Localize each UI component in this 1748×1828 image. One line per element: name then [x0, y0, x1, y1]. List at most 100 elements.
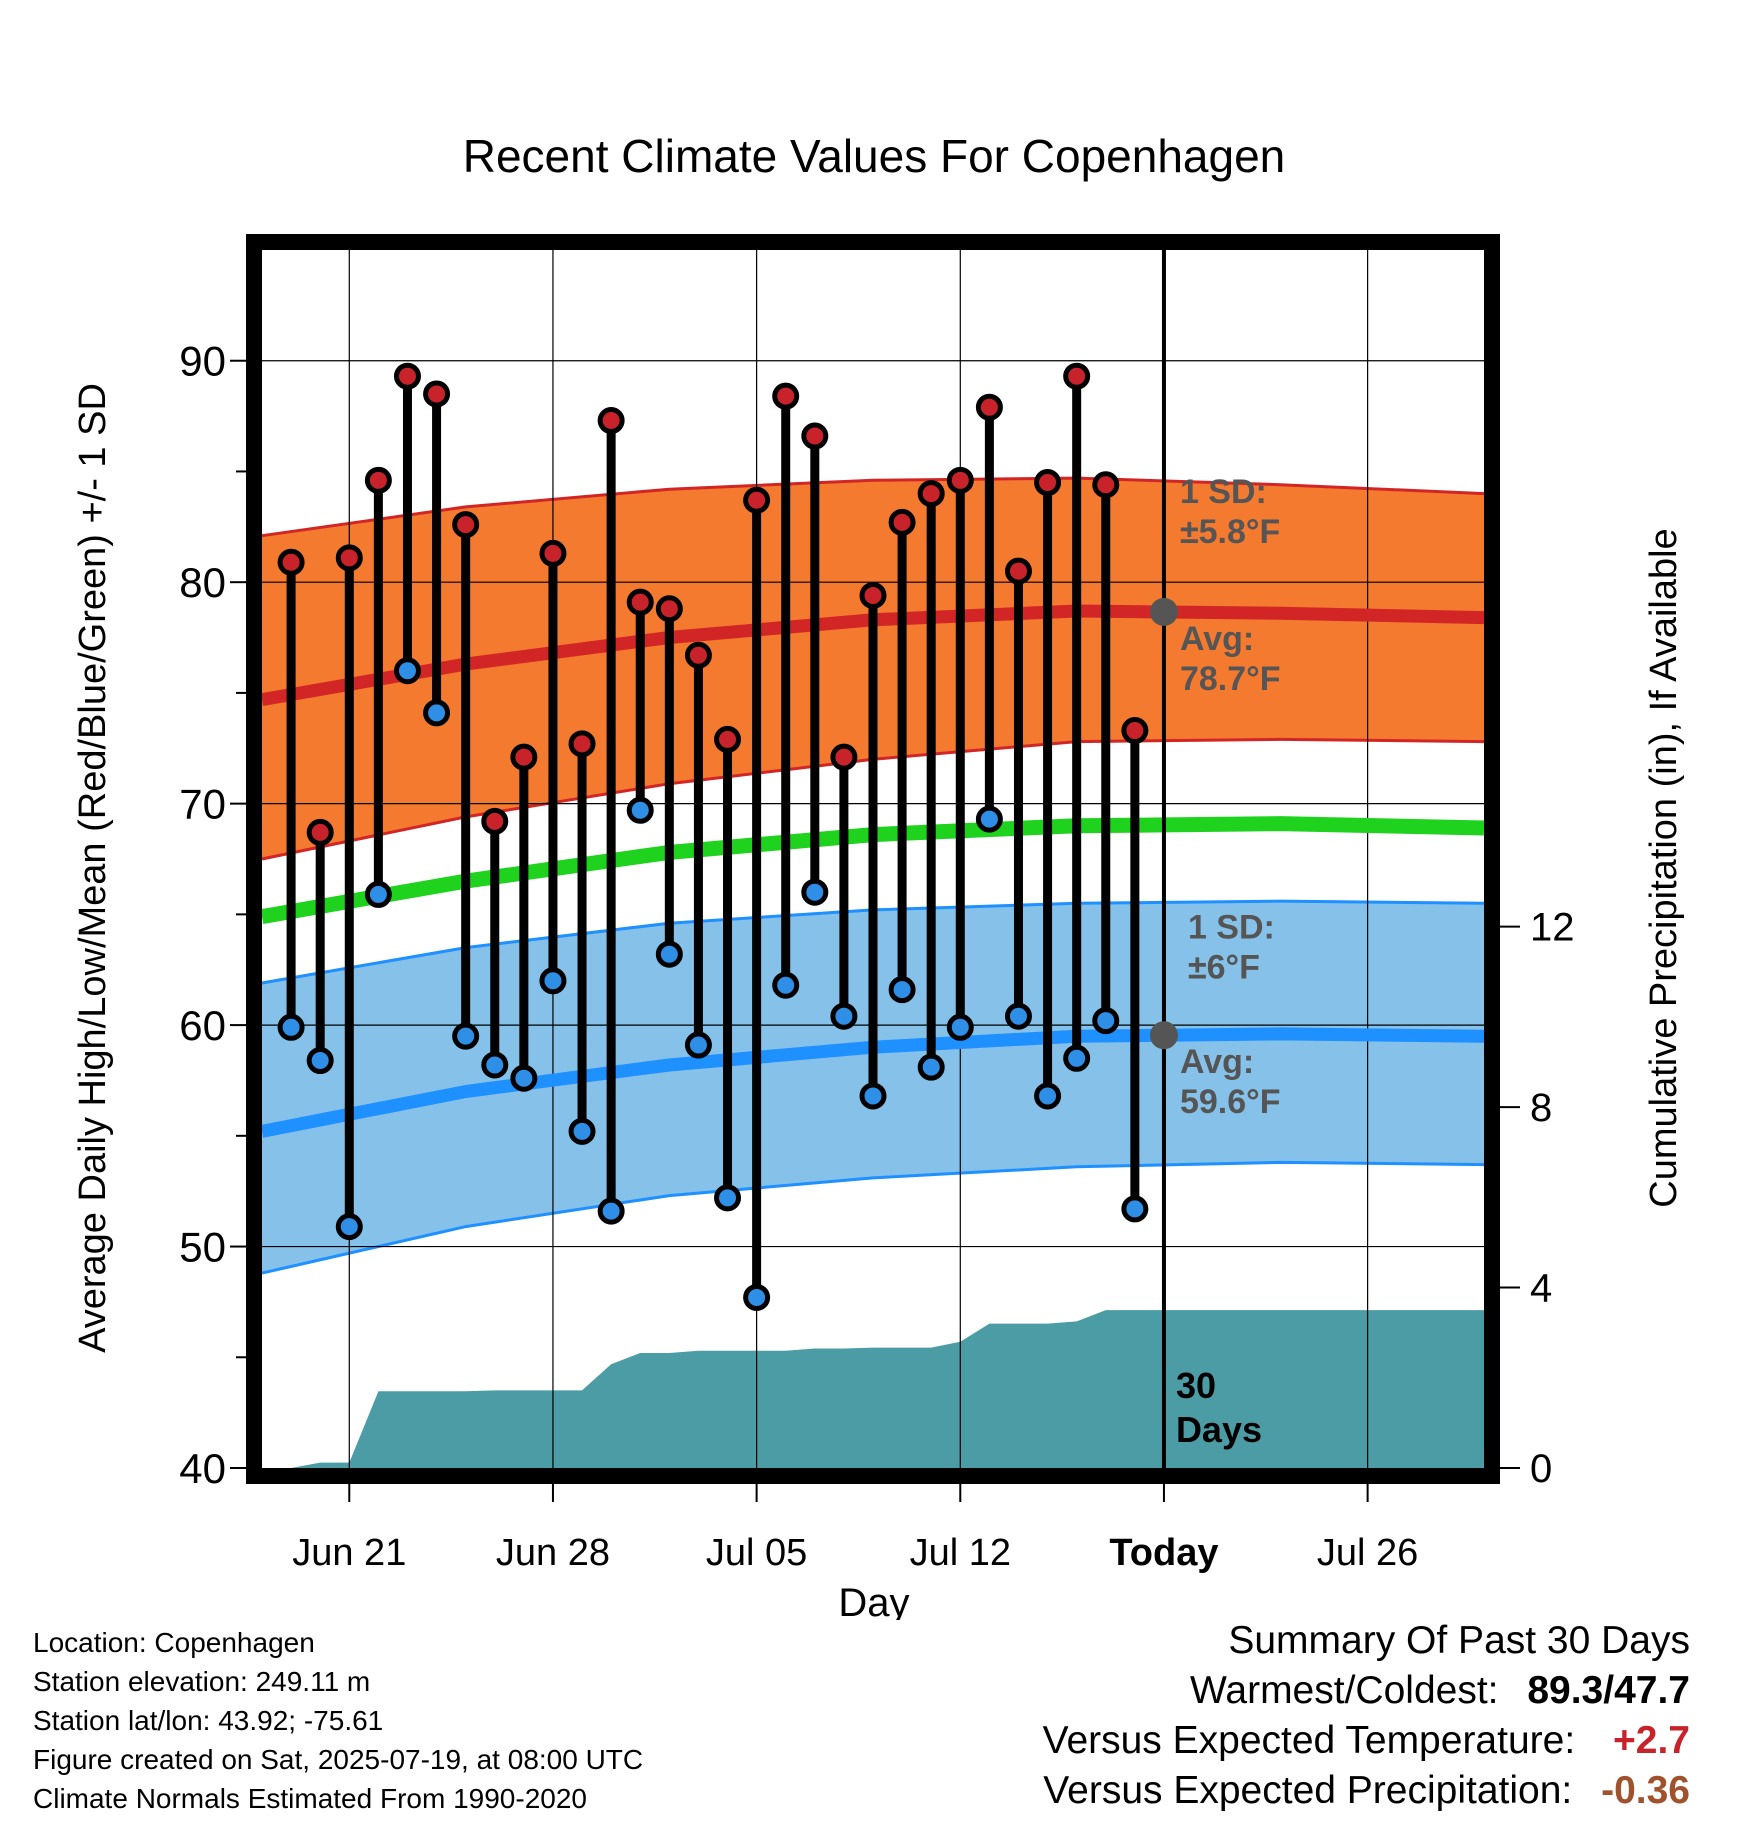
daily-low-point: [772, 971, 800, 999]
daily-high-point: [597, 407, 625, 435]
summary-precip: Versus Expected Precipitation: -0.36: [1043, 1766, 1690, 1816]
low-sd-annotation: 1 SD: ±6°F: [1188, 908, 1275, 986]
daily-high-point: [917, 480, 945, 508]
summary-title: Summary Of Past 30 Days: [1228, 1619, 1690, 1662]
daily-high-point: [946, 466, 974, 494]
daily-low-point: [1034, 1082, 1062, 1110]
daily-high-point: [714, 725, 742, 753]
daily-low-point: [539, 967, 567, 995]
y-axis-label: Average Daily High/Low/Mean (Red/Blue/Gr…: [72, 383, 114, 1353]
temp-value: +2.7: [1613, 1719, 1690, 1762]
location-text: Location: Copenhagen: [33, 1627, 315, 1658]
daily-high-point: [568, 730, 596, 758]
precip-area: [262, 1310, 1484, 1468]
warmest-value: 89.3: [1527, 1669, 1604, 1712]
daily-high-point: [772, 382, 800, 410]
daily-low-point: [1092, 1007, 1120, 1035]
daily-low-point: [277, 1013, 305, 1041]
daily-low-point: [364, 880, 392, 908]
x-tick-label: Jul 12: [910, 1532, 1011, 1574]
daily-high-point: [655, 595, 683, 623]
daily-high-point: [859, 581, 887, 609]
daily-high-point: [423, 380, 451, 408]
daily-low-point: [626, 796, 654, 824]
daily-high-point: [801, 422, 829, 450]
x-tick-label: Today: [1109, 1532, 1218, 1574]
daily-high-point: [743, 486, 771, 514]
daily-high-point: [539, 539, 567, 567]
daily-low-point: [423, 699, 451, 727]
climate-chart: Recent Climate Values For Copenhagen 1 S…: [72, 130, 1685, 1620]
daily-high-point: [684, 641, 712, 669]
daily-low-point: [975, 805, 1003, 833]
x-axis-label: Day: [838, 1581, 909, 1620]
daily-low-point: [946, 1013, 974, 1041]
coldest-value: 47.7: [1614, 1669, 1690, 1712]
y-tick-label: 50: [179, 1224, 226, 1271]
daily-high-point: [1121, 717, 1149, 745]
precip-label: Versus Expected Precipitation:: [1043, 1769, 1573, 1812]
daily-low-point: [393, 657, 421, 685]
x-tick-label: Jun 21: [292, 1532, 406, 1574]
y-tick-label: 70: [179, 781, 226, 828]
high-sd-annotation: 1 SD: ±5.8°F: [1180, 473, 1280, 551]
y2-tick-label: 4: [1530, 1267, 1552, 1311]
daily-low-point: [655, 940, 683, 968]
daily-low-point: [1004, 1002, 1032, 1030]
x-tick-label: Jun 28: [496, 1532, 610, 1574]
daily-low-point: [452, 1022, 480, 1050]
daily-high-point: [830, 743, 858, 771]
daily-low-point: [743, 1283, 771, 1311]
high-band-upper-edge: [261, 476, 1485, 538]
y-tick-label: 80: [179, 559, 226, 606]
warm-cold-label: Warmest/Coldest:: [1190, 1669, 1499, 1712]
daily-low-point: [568, 1117, 596, 1145]
y2-axis-label: Cumulative Precipitation (in), If Availa…: [1643, 528, 1685, 1207]
y2-tick-label: 12: [1530, 906, 1575, 950]
daily-low-point: [510, 1064, 538, 1092]
chart-title: Recent Climate Values For Copenhagen: [463, 130, 1286, 182]
y-tick-label: 40: [179, 1445, 226, 1492]
daily-low-point: [830, 1002, 858, 1030]
y2-tick-label: 8: [1530, 1086, 1552, 1130]
daily-high-point: [1034, 469, 1062, 497]
daily-low-point: [917, 1053, 945, 1081]
daily-high-point: [1063, 362, 1091, 390]
summary-warm-cold: Warmest/Coldest: 89.3/47.7: [1190, 1669, 1690, 1712]
daily-low-point: [801, 878, 829, 906]
latlon-text: Station lat/lon: 43.92; -75.61: [33, 1705, 384, 1736]
summary-temp: Versus Expected Temperature: +2.7: [1043, 1716, 1690, 1766]
summary-panel: Summary Of Past 30 Days Warmest/Coldest:…: [1043, 1616, 1690, 1816]
daily-high-point: [1004, 557, 1032, 585]
daily-low-point: [859, 1082, 887, 1110]
daily-high-point: [277, 548, 305, 576]
daily-high-point: [306, 818, 334, 846]
daily-low-point: [714, 1184, 742, 1212]
daily-low-point: [306, 1047, 334, 1075]
daily-low-point: [684, 1031, 712, 1059]
temp-label: Versus Expected Temperature:: [1042, 1719, 1576, 1762]
daily-low-point: [1063, 1044, 1091, 1072]
created-text: Figure created on Sat, 2025-07-19, at 08…: [33, 1744, 644, 1775]
daily-high-point: [481, 807, 509, 835]
daily-high-point: [975, 393, 1003, 421]
daily-low-point: [335, 1213, 363, 1241]
daily-high-point: [364, 466, 392, 494]
low-avg-annotation: Avg: 59.6°F: [1180, 1043, 1281, 1121]
plot-area: 1 SD: ±5.8°F Avg: 78.7°F 1 SD: ±6°F Avg: 59.6°F…: [179, 234, 1575, 1574]
normals-text: Climate Normals Estimated From 1990-2020: [33, 1783, 587, 1814]
daily-low-point: [1121, 1195, 1149, 1223]
daily-low-point: [597, 1197, 625, 1225]
daily-low-point: [481, 1051, 509, 1079]
high-avg-annotation: Avg: 78.7°F: [1180, 620, 1281, 698]
period-annotation: 30 Days: [1176, 1365, 1262, 1450]
daily-high-point: [335, 544, 363, 572]
daily-high-point: [510, 743, 538, 771]
daily-high-point: [626, 588, 654, 616]
y-tick-label: 60: [179, 1002, 226, 1049]
precip-value: -0.36: [1601, 1769, 1690, 1812]
today-high-marker: [1149, 597, 1178, 626]
today-low-marker: [1149, 1021, 1178, 1050]
daily-low-point: [888, 976, 916, 1004]
station-info: Location: Copenhagen Station elevation: …: [33, 1623, 643, 1818]
